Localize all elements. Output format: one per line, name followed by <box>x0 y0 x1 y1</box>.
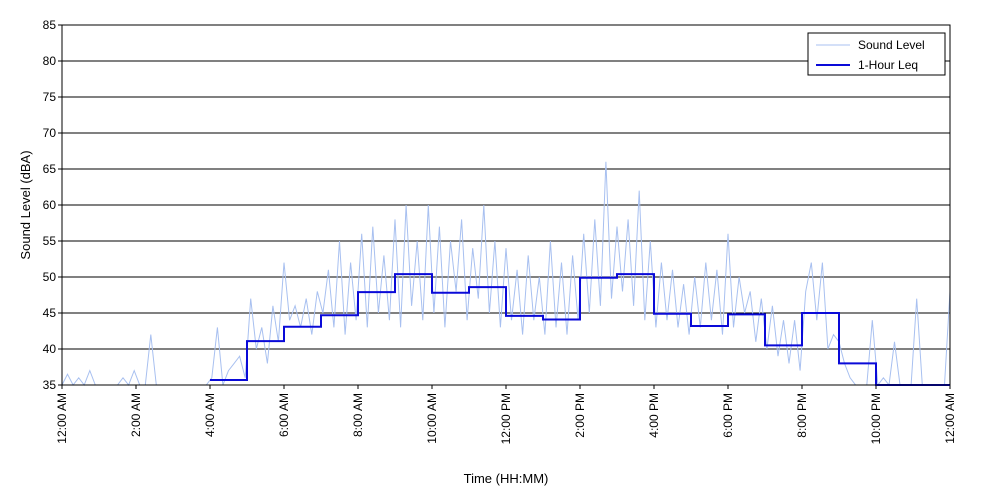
x-tick-label: 8:00 AM <box>351 393 365 437</box>
y-tick-label: 75 <box>43 90 57 104</box>
x-tick-label: 8:00 PM <box>795 393 809 438</box>
x-axis-title: Time (HH:MM) <box>464 471 549 486</box>
x-axis-ticks: 12:00 AM 2:00 AM 4:00 AM 6:00 AM 8:00 AM 10:0… <box>55 385 957 444</box>
y-axis-title: Sound Level (dBA) <box>18 150 33 259</box>
y-tick-label: 55 <box>43 234 57 248</box>
x-tick-label: 12:00 PM <box>499 393 513 444</box>
x-tick-label: 2:00 AM <box>129 393 143 437</box>
x-tick-label: 6:00 AM <box>277 393 291 437</box>
legend: Sound Level 1-Hour Leq <box>807 32 946 76</box>
y-tick-label: 40 <box>43 342 57 356</box>
series-layer <box>61 161 951 387</box>
y-tick-label: 35 <box>43 378 57 392</box>
legend-label-sound-level: Sound Level <box>858 38 925 52</box>
plot-frame <box>61 24 951 386</box>
x-tick-label: 12:00 AM <box>55 393 69 444</box>
legend-box <box>807 32 946 76</box>
x-tick-label: 10:00 AM <box>425 393 439 444</box>
x-tick-label: 2:00 PM <box>573 393 587 438</box>
series-line-1-hour-leq <box>210 273 950 386</box>
x-tick-label: 4:00 PM <box>647 393 661 438</box>
legend-label-1-hour-leq: 1-Hour Leq <box>858 58 918 72</box>
y-tick-label: 80 <box>43 54 57 68</box>
y-axis-ticks: 35 40 45 50 55 60 65 70 75 80 85 <box>43 18 62 392</box>
y-tick-label: 65 <box>43 162 57 176</box>
x-tick-label: 4:00 AM <box>203 393 217 437</box>
y-tick-label: 70 <box>43 126 57 140</box>
y-tick-label: 45 <box>43 306 57 320</box>
x-tick-label: 6:00 PM <box>721 393 735 438</box>
y-tick-label: 60 <box>43 198 57 212</box>
y-tick-label: 50 <box>43 270 57 284</box>
y-tick-label: 85 <box>43 18 57 32</box>
x-tick-label: 10:00 PM <box>869 393 883 444</box>
x-tick-label: 12:00 AM <box>943 393 957 444</box>
